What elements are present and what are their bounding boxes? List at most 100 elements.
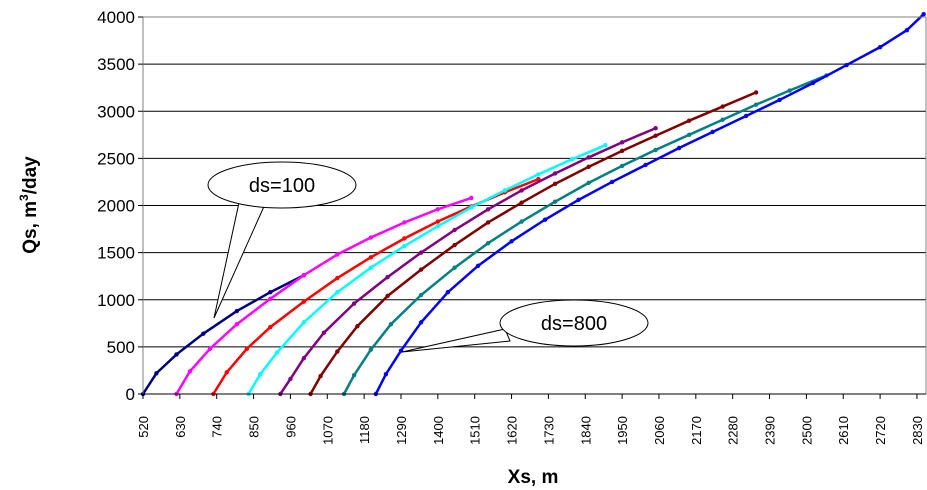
- data-point: [301, 320, 307, 325]
- y-axis-title-superscript: 3: [17, 194, 31, 201]
- data-point: [351, 301, 357, 306]
- data-point: [519, 200, 524, 205]
- data-point: [321, 330, 327, 335]
- series-line: [309, 91, 757, 395]
- y-tick-label: 3000: [97, 102, 135, 121]
- data-point: [418, 267, 424, 272]
- y-tick-label: 4000: [97, 8, 135, 27]
- data-point: [388, 322, 394, 327]
- data-point: [576, 197, 581, 203]
- data-point: [552, 181, 558, 187]
- x-tick-label: 2610: [836, 416, 851, 445]
- y-tick-label: 3500: [97, 55, 135, 74]
- x-tick-label: 630: [173, 416, 188, 438]
- x-tick-label: 2720: [873, 416, 888, 445]
- y-tick-label: 1500: [97, 244, 135, 263]
- data-point: [485, 241, 491, 246]
- y-axis-title: Qs, m3/day: [17, 156, 41, 254]
- data-point: [418, 320, 424, 325]
- callout-label-ds100: ds=100: [249, 175, 315, 197]
- data-point: [385, 293, 390, 299]
- data-point: [402, 236, 407, 241]
- data-point: [368, 255, 374, 260]
- x-tick-label: 1180: [357, 416, 372, 444]
- series-line: [374, 13, 925, 395]
- data-point: [485, 207, 491, 212]
- data-point: [619, 148, 625, 154]
- data-point: [542, 217, 548, 222]
- data-point: [435, 207, 441, 212]
- data-point: [402, 243, 407, 249]
- data-point: [385, 274, 390, 280]
- x-axis-ticks: 520 630 740 850 960 1070 1180 1290 1400 1510 1620 1…: [136, 393, 926, 445]
- series-line: [279, 127, 657, 395]
- data-point: [519, 219, 524, 224]
- data-point: [187, 369, 193, 374]
- data-point: [452, 265, 457, 270]
- data-point: [720, 117, 725, 122]
- data-point: [355, 323, 360, 329]
- data-point: [743, 113, 749, 119]
- data-point: [586, 180, 591, 186]
- data-point: [274, 350, 280, 355]
- data-point: [335, 290, 340, 295]
- data-point: [268, 296, 273, 302]
- data-point: [552, 199, 558, 204]
- x-tick-label: 850: [247, 416, 262, 438]
- data-point: [301, 273, 307, 278]
- y-tick-label: 0: [126, 385, 135, 404]
- data-point: [619, 163, 625, 169]
- y-tick-label: 500: [107, 338, 135, 357]
- data-point: [475, 263, 481, 269]
- x-tick-label: 2500: [799, 416, 814, 445]
- data-point: [244, 346, 250, 351]
- x-tick-label: 1400: [431, 416, 446, 445]
- data-point: [335, 349, 340, 354]
- data-point: [207, 346, 213, 351]
- data-point: [753, 102, 759, 107]
- callout-label-ds800: ds=800: [541, 313, 607, 335]
- data-point: [335, 275, 340, 281]
- data-point: [603, 142, 608, 148]
- x-tick-label: 1070: [320, 416, 335, 445]
- data-point: [686, 132, 692, 138]
- x-tick-label: 1840: [578, 416, 593, 445]
- data-point: [301, 355, 307, 361]
- data-point: [519, 188, 524, 193]
- data-point: [268, 290, 273, 295]
- data-point: [368, 235, 374, 240]
- data-point: [921, 11, 926, 17]
- data-point: [552, 171, 558, 176]
- data-point: [686, 118, 692, 123]
- data-point: [268, 324, 273, 330]
- y-tick-label: 2500: [97, 149, 135, 168]
- data-point: [509, 239, 514, 244]
- data-point: [383, 372, 389, 377]
- callout-bubble-ds800: [499, 299, 649, 347]
- x-tick-label: 960: [283, 416, 298, 438]
- data-point: [234, 308, 240, 314]
- data-point: [720, 104, 725, 109]
- x-tick-label: 2390: [763, 416, 778, 445]
- data-point: [469, 195, 474, 201]
- y-axis-title-base: Qs, m: [20, 201, 41, 254]
- data-point: [844, 62, 849, 68]
- data-point: [435, 219, 441, 224]
- data-point: [586, 164, 591, 170]
- x-axis-title: Xs, m: [508, 467, 559, 488]
- data-point: [653, 126, 658, 131]
- data-point: [174, 352, 179, 357]
- data-point: [318, 373, 323, 379]
- callouts: ds=100 ds=800: [207, 161, 649, 353]
- data-point: [418, 292, 424, 298]
- data-point: [335, 252, 340, 257]
- data-point: [787, 88, 792, 93]
- data-point: [586, 155, 591, 160]
- x-tick-label: 1290: [394, 416, 409, 445]
- data-point: [435, 224, 441, 229]
- x-tick-label: 1620: [505, 416, 520, 445]
- data-point: [418, 250, 424, 255]
- y-axis-ticks: 0 500 1000 1500 2000 2500 3000 3500 4000: [97, 8, 143, 404]
- data-point: [288, 376, 293, 382]
